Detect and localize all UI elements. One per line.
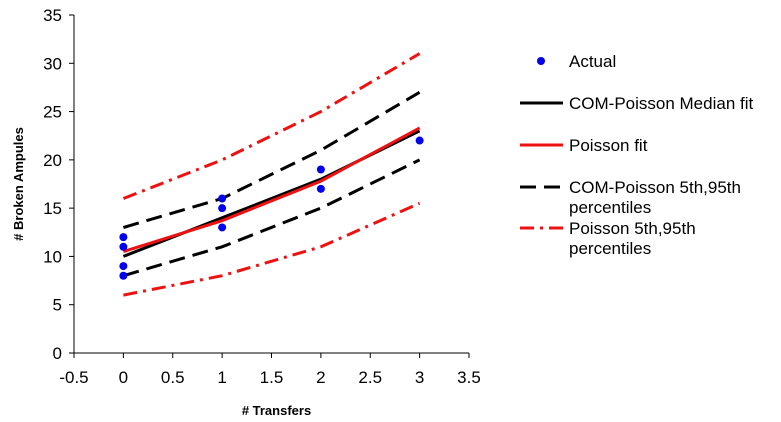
y-tick-label: 35	[43, 6, 62, 25]
actual-data-point	[119, 262, 128, 271]
actual-data-point	[415, 136, 424, 145]
axes	[73, 15, 469, 354]
actual-data-point	[316, 165, 325, 174]
legend-marker	[537, 57, 545, 65]
x-tick-label: 3	[415, 368, 424, 387]
poisson-percentile-line	[122, 52, 421, 200]
x-tick-label: 1.5	[260, 368, 284, 387]
poisson-percentile-line	[123, 201, 421, 297]
actual-data-point	[119, 233, 128, 242]
legend-label: Poisson 5th,95th	[569, 219, 696, 238]
x-tick-label: 2.5	[358, 368, 382, 387]
actual-data-point	[218, 204, 227, 213]
x-axis-ticks: -0.5 0 0.5 1 1.5 2 2.5 3 3.5	[59, 353, 481, 387]
x-axis-title: # Transfers	[242, 403, 311, 418]
x-tick-label: 0.5	[161, 368, 185, 387]
legend-label: percentiles	[569, 198, 651, 217]
y-tick-label: 25	[43, 103, 62, 122]
y-tick-label: 5	[53, 296, 62, 315]
y-tick-label: 0	[53, 344, 62, 363]
y-tick-label: 30	[43, 54, 62, 73]
actual-data-point	[119, 242, 128, 251]
legend-label: Actual	[569, 52, 616, 71]
actual-data-point	[218, 194, 227, 203]
legend-label: Poisson fit	[569, 136, 648, 155]
y-tick-label: 10	[43, 247, 62, 266]
com-poisson-percentile-line	[122, 158, 421, 278]
x-tick-label: 0	[119, 368, 128, 387]
actual-data-point	[218, 223, 227, 232]
series-layer	[119, 52, 424, 297]
y-axis-title: # Broken Ampules	[11, 127, 26, 241]
actual-data-point	[316, 184, 325, 193]
y-tick-label: 15	[43, 199, 62, 218]
y-axis-ticks: 0 5 10 15 20 25 30 35	[43, 6, 74, 363]
actual-data-point	[119, 271, 128, 280]
poisson-fit-line	[122, 126, 421, 254]
x-tick-label: 2	[316, 368, 325, 387]
x-tick-label: 3.5	[457, 368, 481, 387]
legend: Actual COM-Poisson Median fit Poisson fit C…	[520, 52, 754, 258]
legend-label: percentiles	[569, 239, 651, 258]
x-tick-label: -0.5	[59, 368, 88, 387]
y-tick-label: 20	[43, 151, 62, 170]
legend-label: COM-Poisson Median fit	[569, 94, 754, 113]
x-tick-label: 1	[217, 368, 226, 387]
legend-label: COM-Poisson 5th,95th	[569, 178, 741, 197]
com-poisson-percentile-line	[122, 91, 421, 229]
